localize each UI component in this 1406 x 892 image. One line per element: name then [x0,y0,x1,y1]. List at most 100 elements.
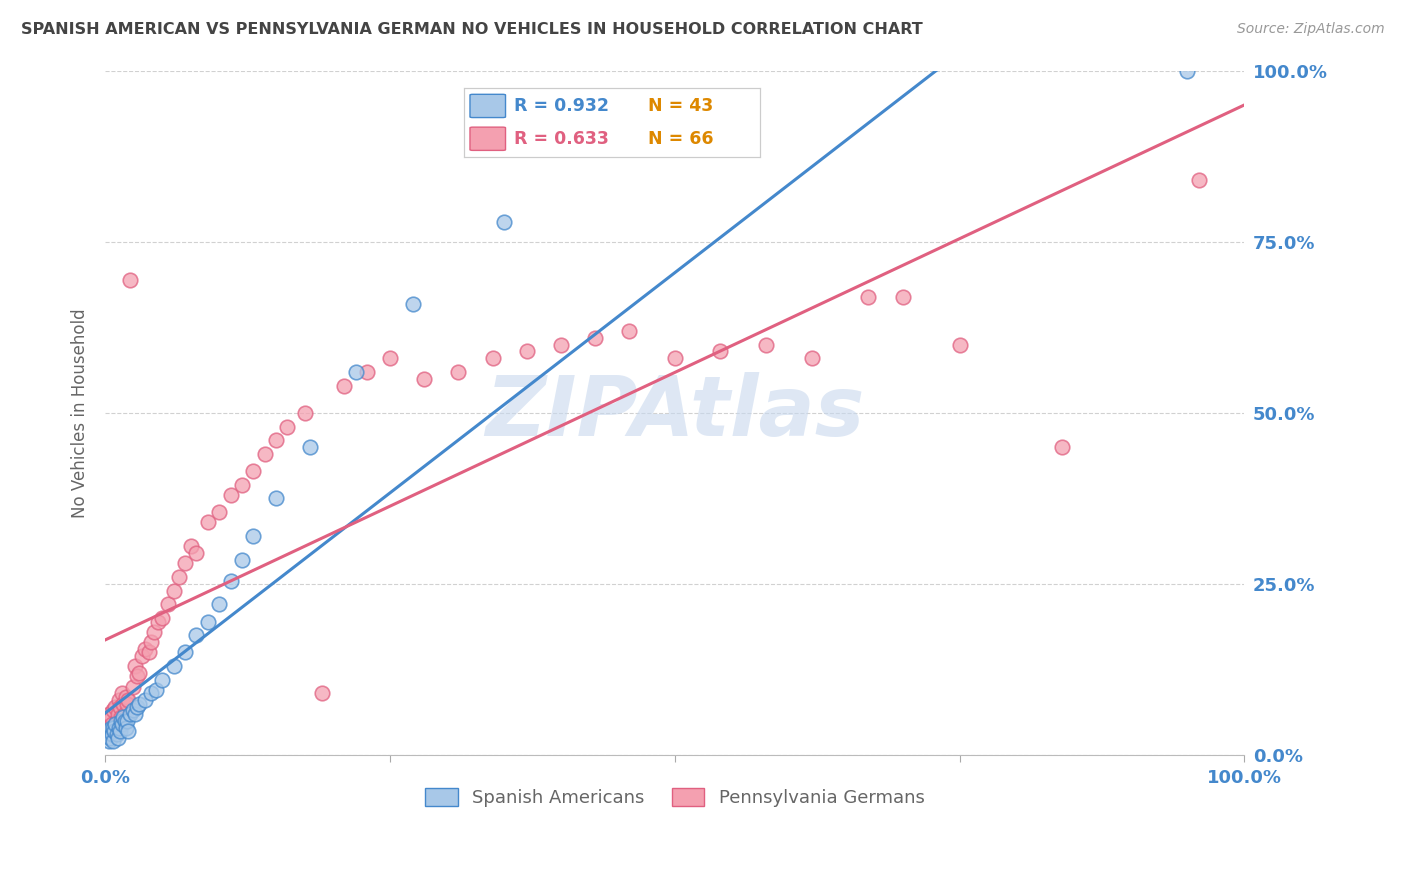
Point [115,697,138,711]
Point [134,693,156,707]
Point [891,290,914,304]
Point [619,324,641,338]
Point [103,723,125,738]
Point [107,706,129,721]
Point [124,706,146,721]
Point [139,635,162,649]
Point [117,723,139,738]
Point [858,290,880,304]
Point [117,693,139,707]
Point [114,690,136,704]
Point [174,645,197,659]
Point [108,693,131,707]
Point [550,337,572,351]
Point [231,553,253,567]
Point [112,710,135,724]
Point [242,529,264,543]
Point [231,477,253,491]
Point [219,574,242,588]
Point [709,344,731,359]
Legend: Spanish Americans, Pennsylvania Germans: Spanish Americans, Pennsylvania Germans [418,781,932,814]
Point [101,727,124,741]
Point [111,717,134,731]
Point [299,440,322,454]
Point [101,717,124,731]
Point [124,659,146,673]
Point [121,680,143,694]
Point [156,598,179,612]
Point [413,372,436,386]
Point [150,673,173,687]
Point [112,697,135,711]
Point [96,723,118,738]
Point [115,714,138,728]
Point [180,539,202,553]
Point [131,648,153,663]
Point [162,583,184,598]
Point [197,615,219,629]
Point [167,570,190,584]
Point [97,734,120,748]
Point [97,706,120,721]
Point [110,714,132,728]
Point [127,700,149,714]
Text: ZIPAtlas: ZIPAtlas [485,373,865,453]
Point [481,351,503,366]
Point [402,296,425,310]
Point [104,717,127,731]
Point [98,727,121,741]
Point [162,659,184,673]
Point [128,665,150,680]
Point [664,351,686,366]
Point [105,727,128,741]
Point [150,611,173,625]
Point [186,628,208,642]
Point [100,710,122,724]
Point [114,706,136,721]
Point [333,378,356,392]
Point [100,721,122,735]
Point [356,365,378,379]
Point [139,686,162,700]
Point [108,700,131,714]
Point [1188,173,1211,187]
Point [114,714,136,728]
Point [186,546,208,560]
Point [105,714,128,728]
Point [378,351,401,366]
Point [447,365,470,379]
Point [127,669,149,683]
Point [294,406,316,420]
Point [111,686,134,700]
Point [110,710,132,724]
Point [264,491,287,506]
Point [120,272,142,286]
Y-axis label: No Vehicles in Household: No Vehicles in Household [72,308,89,517]
Point [128,697,150,711]
Point [121,703,143,717]
Point [145,682,167,697]
Point [174,557,197,571]
Point [311,686,333,700]
Point [103,723,125,738]
Point [276,419,298,434]
Point [96,721,118,735]
Point [242,464,264,478]
Point [1177,64,1199,78]
Point [492,214,515,228]
Point [208,505,231,519]
Point [103,703,125,717]
Point [104,700,127,714]
Point [98,731,121,745]
Point [1050,440,1073,454]
Point [219,488,242,502]
Point [253,447,276,461]
Point [138,645,160,659]
Point [264,434,287,448]
Point [103,721,125,735]
Point [583,331,606,345]
Point [344,365,367,379]
Text: SPANISH AMERICAN VS PENNSYLVANIA GERMAN NO VEHICLES IN HOUSEHOLD CORRELATION CHA: SPANISH AMERICAN VS PENNSYLVANIA GERMAN … [21,22,922,37]
Text: Source: ZipAtlas.com: Source: ZipAtlas.com [1237,22,1385,37]
Point [120,706,142,721]
